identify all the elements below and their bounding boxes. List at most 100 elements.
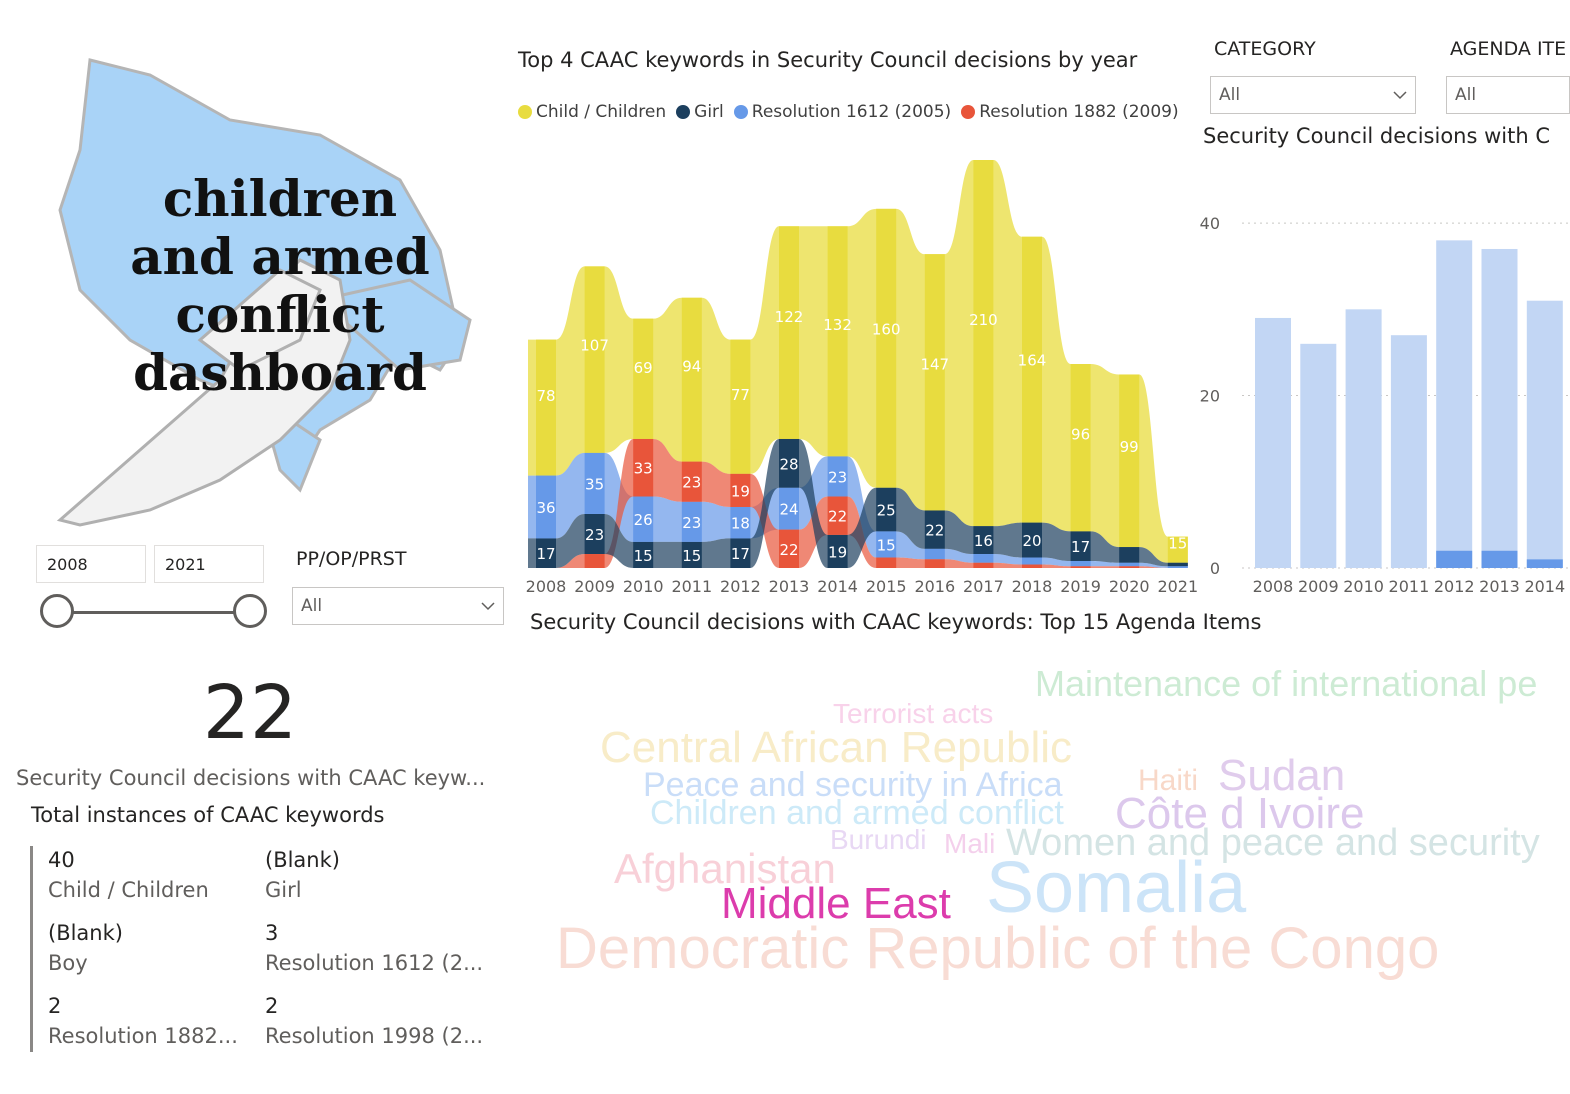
stack-segment[interactable] [681,541,702,568]
stack-segment[interactable] [536,475,556,539]
stack-segment[interactable] [1119,547,1140,563]
stack-segment[interactable] [924,254,945,511]
stack-segment[interactable] [1167,566,1188,568]
stack-segment[interactable] [536,538,556,568]
wordcloud-term[interactable]: Democratic Republic of the Congo [556,916,1440,981]
stack-segment[interactable] [633,438,654,497]
start-year-input[interactable]: 2008 [36,545,146,583]
bar[interactable] [1300,343,1337,568]
decisions-bar-chart: 0 20 40 2008 2009 2010 2011 2012 2013 2014 [1200,214,1570,596]
legend-item[interactable]: Child / Children [518,102,666,122]
stack-segment[interactable] [681,501,702,542]
legend-item[interactable]: Girl [676,102,724,122]
stack-segment[interactable] [681,297,702,462]
legend-label: Resolution 1882 (2009) [979,102,1179,122]
stack-segment[interactable] [973,160,994,527]
keywords-chart-legend: Child / Children Girl Resolution 1612 (2… [518,102,1179,122]
agenda-slicer-dropdown[interactable]: All [1446,76,1570,114]
stack-segment[interactable] [584,554,605,568]
stack-segment[interactable] [779,438,799,488]
bar[interactable] [1345,309,1382,568]
legend-item[interactable]: Resolution 1882 (2009) [961,102,1179,122]
stack-segment[interactable] [633,496,654,542]
wordcloud-term[interactable]: Burundi [830,824,927,855]
wordcloud-term[interactable]: Somalia [986,848,1247,928]
bar[interactable] [1255,317,1291,568]
wordcloud-term[interactable]: Women and peace and security [1006,822,1540,864]
stack-segment[interactable] [779,487,799,530]
stack-segment[interactable] [779,529,799,568]
stack-segment[interactable] [584,266,605,453]
stack-segment[interactable] [1022,522,1042,558]
bar[interactable] [1526,300,1563,568]
stack-segment[interactable] [876,557,897,568]
stack-segment[interactable] [1167,536,1188,563]
bar[interactable] [1436,240,1473,568]
wordcloud-term[interactable]: Terrorist acts [833,698,994,729]
wordcloud-term[interactable]: Central African Republic [600,723,1073,772]
bar-segment[interactable] [1436,550,1473,568]
stack-segment[interactable] [1119,566,1140,568]
stack-segment[interactable] [536,339,556,476]
stack-segment[interactable] [1070,531,1091,562]
stack-segment[interactable] [827,226,848,457]
legend-item[interactable]: Resolution 1612 (2005) [733,102,951,122]
stack-segment[interactable] [1022,557,1042,565]
stack-segment[interactable] [924,548,945,560]
stack-segment[interactable] [827,456,848,497]
stack-segment[interactable] [1070,566,1091,568]
wordcloud-term[interactable]: Peace and security in Africa [643,766,1063,804]
bar-segment[interactable] [1481,550,1518,568]
wordcloud-term[interactable]: Côte d Ivoire [1115,789,1365,838]
stack-segment[interactable] [681,461,702,502]
category-slicer-dropdown[interactable]: All [1210,76,1416,114]
bar[interactable] [1390,335,1427,568]
stack-segment[interactable] [779,226,799,439]
year-range-end-handle[interactable] [233,594,267,628]
wordcloud-term[interactable]: Middle East [721,879,951,928]
stack-segment[interactable] [584,513,605,555]
stack-segment[interactable] [876,487,897,532]
wordcloud-term[interactable]: Haiti [1138,764,1199,797]
data-label: 25 [877,502,896,520]
stack-segment[interactable] [827,496,848,535]
wordcloud-term[interactable]: Mali [944,828,996,859]
stack-segment[interactable] [730,339,751,474]
stack-segment[interactable] [1022,236,1042,523]
stack-segment[interactable] [1119,374,1140,548]
pp-slicer-dropdown[interactable]: All [292,587,504,625]
stack-segment[interactable] [633,541,654,568]
kpi-item: 40 Child / Children [48,848,209,902]
wordcloud-term[interactable]: Sudan [1218,751,1346,800]
wordcloud-term[interactable]: Afghanistan [614,845,836,892]
stack-segment[interactable] [1022,564,1042,568]
stack-segment[interactable] [633,318,654,439]
stack-segment[interactable] [827,534,848,568]
data-label: 23 [682,474,701,492]
bar-segment[interactable] [1526,559,1563,568]
stack-segment[interactable] [584,452,605,514]
stack-segment[interactable] [973,526,994,555]
data-label: 96 [1071,425,1090,443]
stack-segment[interactable] [1070,364,1091,532]
wordcloud-term[interactable]: Maintenance of international pe [1035,663,1538,704]
stack-segment[interactable] [1119,562,1140,567]
stack-segment[interactable] [730,473,751,507]
stack-segment[interactable] [876,531,897,558]
stack-segment[interactable] [973,554,994,563]
x-tick-label: 2010 [1343,577,1384,596]
bar[interactable] [1481,248,1518,568]
wordcloud-term[interactable]: Children and armed conflict [650,794,1064,832]
agenda-slicer-value: All [1455,85,1477,105]
stack-segment[interactable] [730,538,751,568]
stack-segment[interactable] [1070,561,1091,567]
stack-segment[interactable] [924,510,945,549]
stack-segment[interactable] [1167,562,1188,567]
logo-line: conflict [175,285,385,344]
end-year-input[interactable]: 2021 [154,545,264,583]
stack-segment[interactable] [924,559,945,568]
stack-segment[interactable] [973,562,994,568]
year-range-start-handle[interactable] [40,594,74,628]
stack-segment[interactable] [730,506,751,539]
stack-segment[interactable] [876,208,897,488]
